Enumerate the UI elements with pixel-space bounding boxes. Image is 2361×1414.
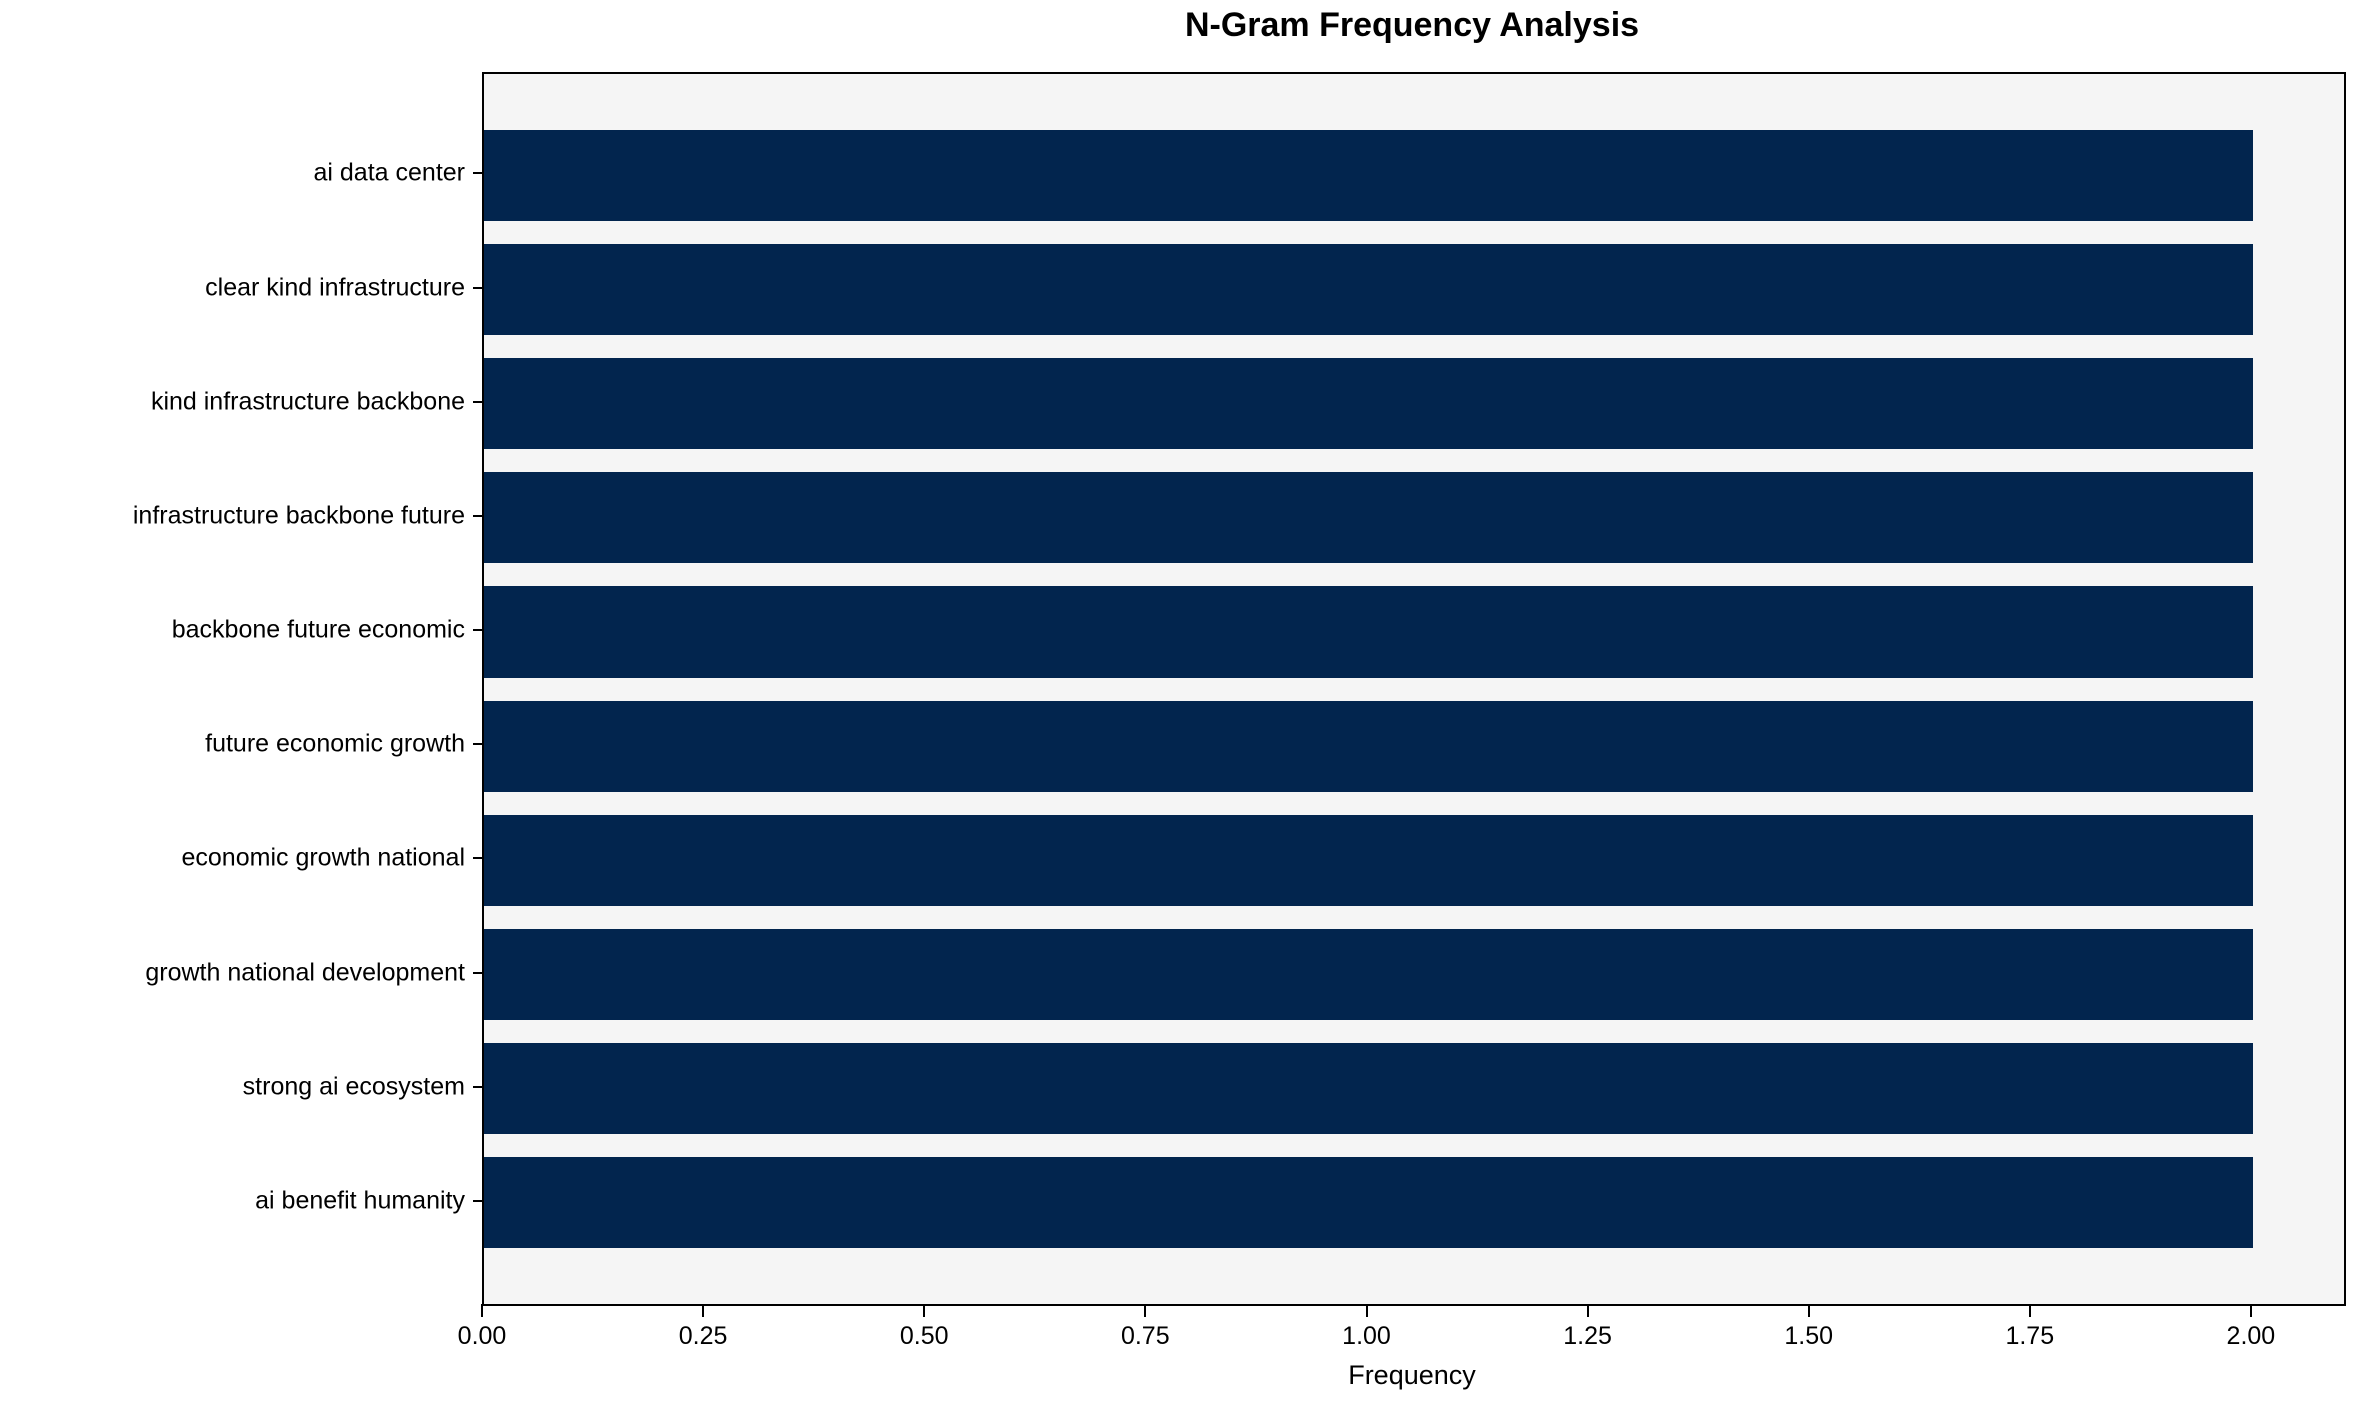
x-tick-label: 1.00 bbox=[1342, 1322, 1391, 1350]
y-tick bbox=[473, 629, 482, 631]
x-tick-label: 1.75 bbox=[2005, 1322, 2055, 1350]
x-tick-label: 0.25 bbox=[678, 1322, 728, 1350]
y-tick bbox=[473, 514, 482, 517]
x-tick-label: 2.00 bbox=[2226, 1322, 2276, 1350]
y-tick-label: ai data center bbox=[313, 158, 466, 187]
x-tick bbox=[481, 1304, 483, 1317]
y-tick-label: growth national development bbox=[145, 958, 465, 986]
y-tick bbox=[473, 286, 482, 289]
bar-future-economic-growth bbox=[484, 700, 2253, 792]
y-tick bbox=[473, 743, 482, 746]
x-tick bbox=[702, 1304, 705, 1317]
x-tick-label: 1.25 bbox=[1563, 1322, 1612, 1350]
y-tick bbox=[473, 971, 482, 974]
bar-growth-national-development bbox=[484, 928, 2253, 1021]
y-tick bbox=[473, 1085, 482, 1088]
bar-infrastructure-backbone-future bbox=[484, 472, 2253, 564]
x-tick bbox=[1807, 1304, 1810, 1317]
x-tick-label: 0.75 bbox=[1120, 1322, 1170, 1350]
y-tick-label: strong ai ecosystem bbox=[242, 1072, 465, 1101]
bar-kind-infrastructure-backbone bbox=[484, 358, 2253, 450]
y-tick-label: economic growth national bbox=[181, 843, 466, 872]
x-axis-label: Frequency bbox=[1348, 1360, 1476, 1390]
x-tick bbox=[1144, 1304, 1147, 1317]
x-tick bbox=[1586, 1304, 1589, 1317]
y-tick bbox=[473, 857, 482, 860]
bar-backbone-future-economic bbox=[484, 586, 2253, 678]
bar-ai-benefit-humanity bbox=[484, 1157, 2253, 1249]
x-tick bbox=[2249, 1304, 2252, 1317]
y-tick-label: infrastructure backbone future bbox=[132, 501, 465, 530]
x-tick-label: 0.50 bbox=[899, 1322, 949, 1350]
y-tick bbox=[473, 172, 482, 175]
bar-economic-growth-national bbox=[484, 814, 2253, 906]
x-tick-label: 0.00 bbox=[457, 1322, 507, 1350]
x-tick bbox=[1365, 1304, 1368, 1317]
y-tick-label: future economic growth bbox=[205, 729, 465, 758]
y-tick bbox=[473, 400, 482, 403]
x-tick bbox=[2028, 1304, 2031, 1317]
chart-title: N-Gram Frequency Analysis bbox=[1184, 6, 1640, 44]
y-tick-label: kind infrastructure backbone bbox=[150, 387, 465, 416]
plot-area bbox=[482, 72, 2346, 1306]
bar-ai-data-center bbox=[484, 129, 2253, 221]
y-tick bbox=[473, 1199, 482, 1202]
y-tick-label: ai benefit humanity bbox=[255, 1186, 465, 1215]
x-tick bbox=[923, 1304, 926, 1317]
bar-strong-ai-ecosystem bbox=[484, 1043, 2253, 1135]
y-tick-label: backbone future economic bbox=[171, 615, 465, 644]
bar-clear-kind-infrastructure bbox=[484, 243, 2253, 336]
x-tick-label: 1.50 bbox=[1784, 1322, 1834, 1350]
y-tick-label: clear kind infrastructure bbox=[205, 273, 465, 301]
